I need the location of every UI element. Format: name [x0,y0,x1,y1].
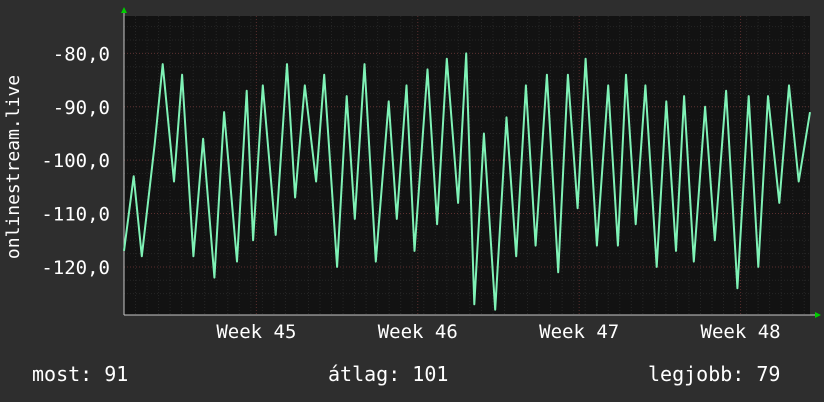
x-axis-arrow [815,312,821,318]
stat-average: átlag: 101 [328,362,449,386]
x-tick-label: Week 48 [701,321,781,343]
x-tick-label: Week 47 [539,321,619,343]
y-axis-label: onlinestream.live [3,75,24,259]
x-tick-label: Week 46 [378,321,458,343]
y-tick-label: -90,0 [53,97,110,119]
stat-current: most: 91 [32,362,129,386]
x-tick-label: Week 45 [216,321,296,343]
y-tick-label: -110,0 [41,204,110,226]
y-axis-arrow [121,7,127,13]
y-tick-label: -80,0 [53,43,110,65]
y-tick-label: -100,0 [41,150,110,172]
y-tick-label: -120,0 [41,257,110,279]
series-line [123,52,811,311]
stat-best: legjobb: 79 [648,362,781,386]
stats-bar: most: 91 átlag: 101 legjobb: 79 [0,362,824,390]
